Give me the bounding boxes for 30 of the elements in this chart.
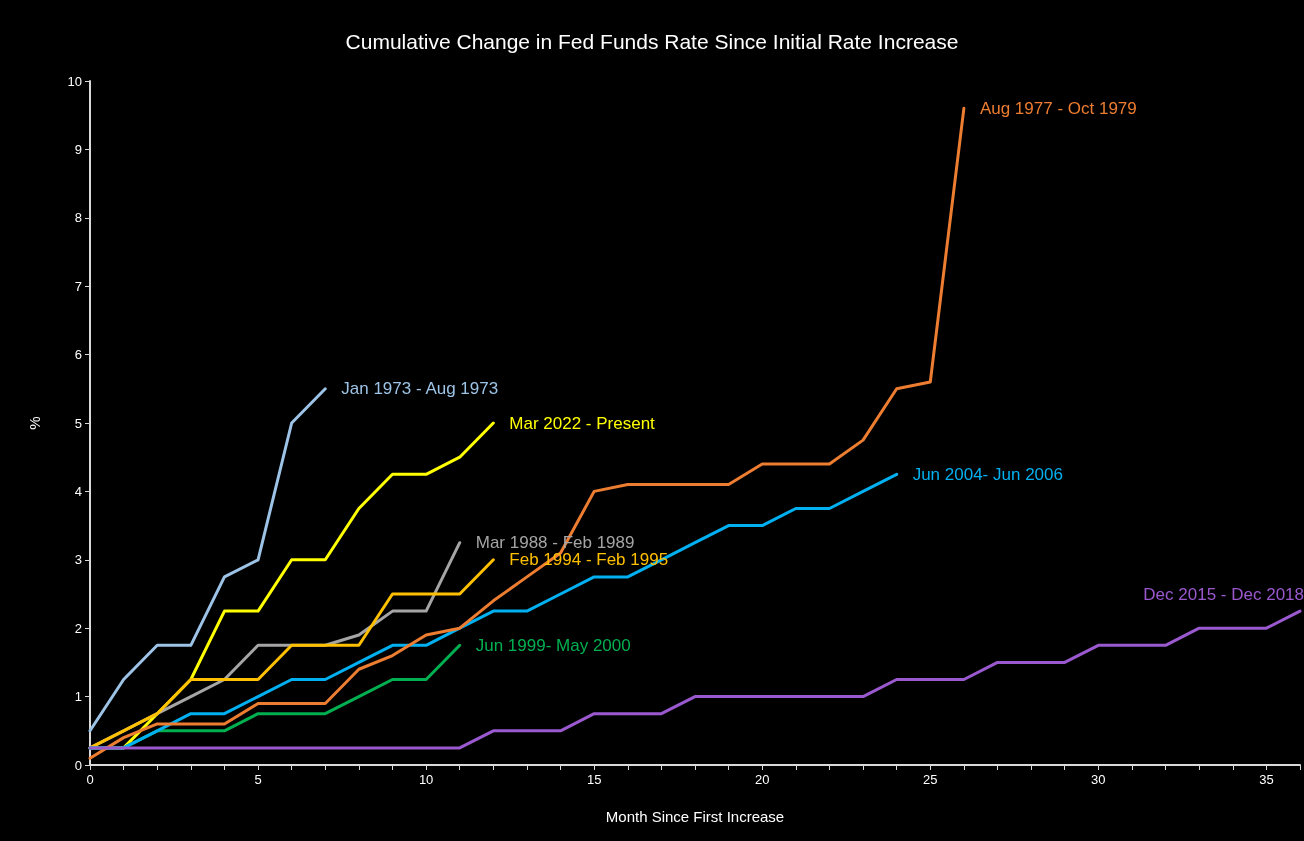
series-label: Mar 2022 - Present (509, 413, 656, 433)
line-series (88, 609, 1302, 750)
y-tick-label: 4 (74, 483, 82, 499)
chart-title: Cumulative Change in Fed Funds Rate Since Initial Rate Increase (345, 30, 959, 53)
series-label: Jun 1999- May 2000 (475, 635, 631, 655)
series-label: Jun 2004- Jun 2006 (912, 464, 1063, 484)
x-axis-title: Month Since First Increase (605, 808, 785, 825)
y-tick-label: 3 (74, 552, 82, 568)
y-tick-label: 7 (74, 278, 82, 294)
x-tick-label: 10 (418, 772, 434, 787)
line-series (88, 387, 327, 733)
x-tick-label: 20 (754, 772, 770, 787)
series-label: Dec 2015 - Dec 2018 (1143, 585, 1304, 605)
series-label: Jan 1973 - Aug 1973 (341, 379, 499, 399)
y-axis-title: % (26, 416, 43, 430)
y-tick-label: 9 (74, 141, 82, 157)
x-tick-label: 15 (586, 772, 602, 787)
y-tick-label: 2 (74, 620, 82, 636)
y-tick-label: 1 (74, 689, 82, 705)
x-tick-label: 30 (1091, 772, 1106, 787)
y-tick-label: 5 (74, 415, 82, 431)
x-tick-label: 25 (923, 772, 938, 787)
y-tick-label: 0 (74, 757, 82, 773)
series-label: Aug 1977 - Oct 1979 (979, 98, 1137, 118)
x-tick-label: 0 (86, 772, 94, 787)
x-tick-label: 5 (254, 772, 262, 787)
x-tick-label: 35 (1259, 772, 1274, 787)
y-tick-label: 6 (74, 347, 82, 363)
y-tick-label: 8 (74, 210, 82, 226)
y-tick-label: 10 (67, 73, 82, 89)
